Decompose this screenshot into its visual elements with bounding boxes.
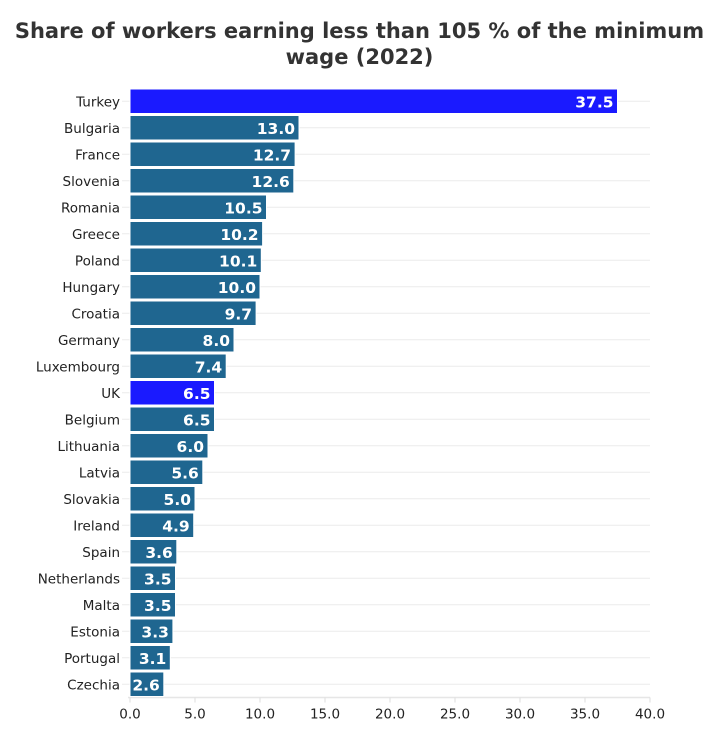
data-label: 13.0: [257, 120, 295, 138]
data-label: 3.3: [141, 623, 168, 641]
bar-estonia: [129, 618, 174, 644]
data-label: 3.1: [139, 650, 166, 668]
bar-portugal: [129, 645, 171, 671]
data-label: 7.4: [195, 358, 223, 376]
category-label: Ireland: [73, 518, 120, 534]
bar-belgium: [129, 406, 215, 432]
x-tick-label: 10.0: [245, 707, 275, 723]
category-label: Netherlands: [38, 571, 120, 587]
data-label: 6.5: [183, 385, 210, 403]
bar-lithuania: [129, 433, 209, 459]
bar-romania: [129, 194, 267, 220]
data-label: 12.6: [252, 173, 290, 191]
bar-bulgaria: [129, 115, 300, 141]
data-label: 3.6: [145, 544, 172, 562]
x-tick-label: 30.0: [505, 707, 535, 723]
bar-croatia: [129, 300, 257, 326]
bar-hungary: [129, 274, 261, 300]
category-label: Greece: [72, 227, 120, 243]
bar-netherlands: [129, 565, 176, 591]
data-label: 5.6: [171, 464, 198, 482]
bar-turkey: [129, 88, 618, 114]
bar-uk: [129, 380, 215, 406]
category-label: Turkey: [75, 94, 120, 110]
category-label: UK: [101, 386, 121, 402]
category-label: Portugal: [64, 651, 120, 667]
x-tick-label: 15.0: [310, 707, 340, 723]
category-label: Croatia: [71, 306, 120, 322]
data-label: 10.1: [219, 252, 257, 270]
category-label: France: [75, 147, 120, 163]
x-tick-label: 25.0: [440, 707, 470, 723]
bar-czechia: [129, 671, 165, 697]
category-label: Hungary: [62, 280, 120, 296]
bar-germany: [129, 327, 235, 353]
category-label: Germany: [58, 333, 120, 349]
category-label: Romania: [61, 200, 120, 216]
category-label: Poland: [75, 253, 120, 269]
category-label: Slovakia: [63, 492, 120, 508]
bar-france: [129, 141, 296, 167]
data-label: 6.5: [183, 411, 210, 429]
x-tick-label: 20.0: [375, 707, 405, 723]
bar-slovakia: [129, 486, 196, 512]
bar-malta: [129, 592, 176, 618]
bar-greece: [129, 221, 264, 247]
data-label: 5.0: [164, 491, 192, 509]
category-label: Estonia: [70, 624, 120, 640]
x-tick-label: 40.0: [635, 707, 665, 723]
bar-spain: [129, 539, 178, 565]
category-label: Czechia: [67, 677, 120, 693]
data-label: 3.5: [144, 597, 171, 615]
category-label: Slovenia: [63, 174, 120, 190]
x-tick-label: 35.0: [570, 707, 600, 723]
data-label: 6.0: [177, 438, 205, 456]
data-label: 2.6: [132, 676, 159, 694]
x-tick-label: 5.0: [184, 707, 205, 723]
category-label: Spain: [82, 545, 120, 561]
data-label: 10.2: [220, 226, 258, 244]
category-label: Bulgaria: [64, 121, 120, 137]
category-label: Lithuania: [57, 439, 120, 455]
data-label: 10.5: [224, 199, 262, 217]
data-label: 12.7: [253, 146, 291, 164]
data-label: 37.5: [575, 93, 613, 111]
data-label: 3.5: [144, 570, 171, 588]
bar-latvia: [129, 459, 204, 485]
bar-luxembourg: [129, 353, 227, 379]
category-label: Luxembourg: [36, 359, 120, 375]
bar-ireland: [129, 512, 195, 538]
data-label: 9.7: [225, 305, 252, 323]
chart-title: Share of workers earning less than 105 %…: [14, 19, 705, 69]
bar-slovenia: [129, 168, 295, 194]
category-label: Belgium: [65, 412, 120, 428]
bar-poland: [129, 247, 262, 273]
data-label: 10.0: [218, 279, 256, 297]
category-label: Latvia: [79, 465, 120, 481]
data-label: 8.0: [203, 332, 231, 350]
data-label: 4.9: [162, 517, 189, 535]
x-tick-label: 0.0: [119, 707, 140, 723]
category-label: Malta: [83, 598, 120, 614]
